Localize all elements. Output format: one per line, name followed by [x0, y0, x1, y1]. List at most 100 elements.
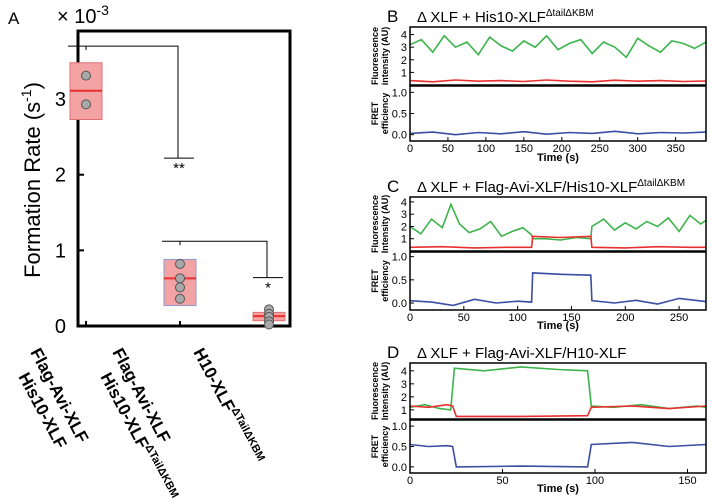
axes-frame-b-intensity	[409, 26, 707, 86]
axes-frame-a	[76, 29, 292, 328]
y-tick-label: 3	[401, 42, 407, 54]
y-multiplier-label: × 10-3	[57, 2, 109, 28]
x-tick-label: 350	[666, 143, 684, 155]
series-line-red	[410, 79, 706, 83]
box-group	[69, 62, 103, 120]
y-tick-label: 2	[401, 221, 407, 233]
x-axis-label: Time (s)	[537, 152, 579, 164]
y-axis-label: Fluorescence	[370, 27, 380, 85]
series-line-green	[410, 34, 706, 59]
axes-frame-c-fret	[409, 251, 707, 311]
y-axis-label: Fluorescence	[370, 362, 380, 420]
category-label-line: H10-XLFΔTailΔKBM	[189, 345, 267, 467]
x-axis-label: Time (s)	[537, 320, 579, 332]
x-tick-label: 200	[616, 312, 634, 324]
y-axis-label: Fluorescence	[370, 195, 380, 253]
y-tick-label: 0.5	[392, 109, 407, 121]
data-point	[81, 70, 91, 81]
y-axis-label: FRET	[370, 434, 380, 458]
y-tick-label: 2	[401, 392, 407, 404]
x-tick-label: 100	[586, 475, 604, 487]
panel-title-b: Δ XLF + His10-XLFΔtailΔKBM	[417, 8, 594, 26]
x-tick-label: 0	[407, 312, 413, 324]
panel-label-d: D	[387, 343, 399, 362]
series-line-blue	[410, 130, 706, 136]
series-line-red	[410, 235, 706, 249]
y-tick-label: 0.0	[392, 298, 407, 310]
y-axis-label: efficiency	[380, 93, 390, 135]
x-tick-label: 0	[407, 143, 413, 155]
panel-label-b: B	[387, 7, 398, 26]
y-axis-label: Intensity (AU)	[380, 195, 390, 254]
data-point	[81, 99, 91, 110]
y-axis-label: FRET	[370, 269, 380, 293]
y-tick-label: 1.0	[392, 252, 407, 264]
x-tick-label: 0	[407, 475, 413, 487]
x-tick-label: 50	[442, 143, 454, 155]
panel-title-d: Δ XLF + Flag-Avi-XLF/H10-XLF	[417, 345, 626, 362]
y-tick-label-a: 2	[55, 165, 66, 187]
y-tick-label: 1	[401, 67, 407, 79]
axes-frame-c-intensity	[409, 196, 707, 252]
x-tick-label: 300	[629, 143, 647, 155]
x-tick-label: 150	[562, 312, 580, 324]
x-tick-label: 200	[553, 143, 571, 155]
y-axis-label: Intensity (AU)	[380, 362, 390, 421]
panel-title-c: Δ XLF + Flag-Avi-XLF/His10-XLFΔtailΔKBM	[417, 178, 685, 196]
significance-marker: *	[265, 280, 271, 297]
data-point	[175, 258, 185, 269]
y-tick-label: 3	[401, 379, 407, 391]
y-tick-label: 1.0	[392, 87, 407, 99]
significance-marker: **	[173, 160, 185, 177]
x-tick-label: 150	[678, 475, 696, 487]
y-tick-label: 0.5	[392, 442, 407, 454]
data-point	[264, 319, 274, 330]
y-axis-label: intensity (AU)	[380, 27, 390, 86]
panel-label-a: A	[8, 9, 20, 28]
y-tick-label: 1	[401, 405, 407, 417]
y-tick-label: 4	[401, 366, 407, 378]
y-axis-label: efficiency	[380, 260, 390, 302]
panel-label-c: C	[387, 177, 399, 196]
series-line-blue	[410, 272, 706, 307]
x-tick-label: 100	[477, 143, 495, 155]
y-tick-label: 0.0	[392, 462, 407, 474]
y-axis-label: efficiency	[380, 426, 390, 468]
y-tick-label-a: 0	[55, 316, 66, 338]
x-tick-label: 250	[591, 143, 609, 155]
x-axis-label: Time (s)	[537, 483, 579, 495]
axes-frame-d-intensity	[409, 362, 707, 420]
series-line-green	[410, 202, 706, 241]
x-tick-label: 150	[515, 143, 533, 155]
significance-bracket	[104, 45, 179, 159]
box-group	[163, 258, 197, 307]
axes-frame-d-fret	[409, 419, 707, 474]
series-line-blue	[410, 441, 706, 468]
data-point	[175, 282, 185, 293]
y-tick-label: 2	[401, 55, 407, 67]
y-tick-label: 0.5	[392, 275, 407, 287]
data-point	[175, 293, 185, 304]
y-tick-label: 3	[401, 209, 407, 221]
y-tick-label: 1	[401, 234, 407, 246]
y-tick-label: 1.0	[392, 421, 407, 433]
y-axis-label: FRET	[370, 101, 380, 125]
y-tick-label: 4	[401, 197, 407, 209]
x-tick-label: 50	[496, 475, 508, 487]
y-axis-label-a: Formation Rate (s-1)	[18, 82, 45, 278]
x-tick-label: 250	[670, 312, 688, 324]
y-tick-label: 4	[401, 30, 407, 42]
x-tick-label: 50	[458, 312, 470, 324]
series-line-red	[410, 403, 706, 418]
series-line-green	[410, 366, 706, 411]
y-tick-label-a: 1	[55, 240, 66, 262]
category-label: H10-XLFΔTailΔKBM	[189, 345, 267, 467]
y-tick-label: 0.0	[392, 130, 407, 142]
significance-bracket	[198, 240, 268, 278]
x-tick-label: 100	[508, 312, 526, 324]
box-group	[252, 304, 286, 330]
data-point	[175, 273, 185, 284]
